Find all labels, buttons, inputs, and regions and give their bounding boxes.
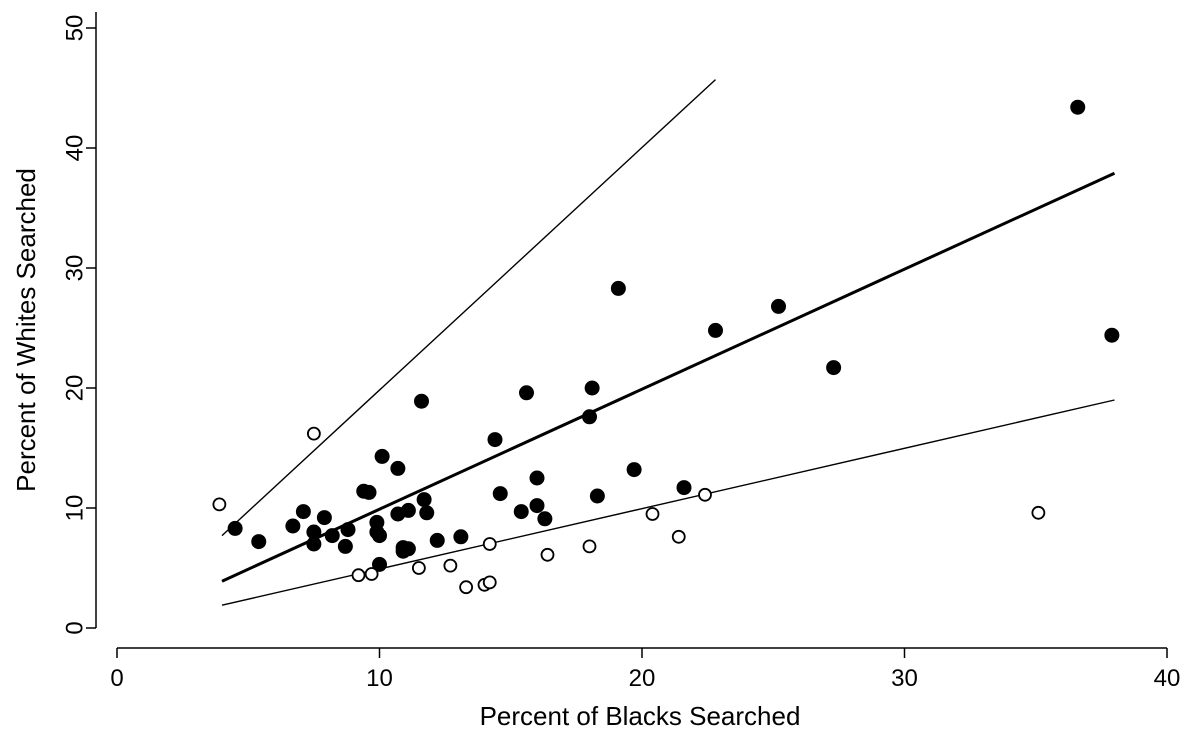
data-point-filled: [400, 502, 416, 518]
data-point-hollow: [582, 539, 597, 554]
data-point-filled: [529, 498, 545, 514]
data-point-filled: [414, 393, 429, 409]
data-point-hollow: [482, 537, 497, 551]
y-tick-label: 40: [61, 135, 88, 162]
data-point-filled: [529, 470, 545, 486]
data-point-filled: [513, 504, 529, 520]
data-points: [212, 99, 1120, 595]
data-point-filled: [1104, 327, 1120, 343]
data-point-filled: [372, 556, 387, 572]
data-point-filled: [340, 522, 356, 538]
fit-line-thin: [221, 79, 716, 537]
data-point-hollow: [364, 567, 379, 581]
data-point-hollow: [482, 575, 497, 590]
data-point-filled: [492, 486, 508, 502]
x-axis: 0 10 20 30 40: [110, 647, 1181, 692]
x-tick-label: 10: [366, 665, 393, 692]
data-point-filled: [582, 409, 597, 425]
data-point-filled: [295, 504, 311, 520]
x-tick-label: 30: [891, 665, 918, 692]
data-point-filled: [306, 536, 322, 552]
x-tick-label: 20: [629, 665, 656, 692]
data-point-hollow: [1031, 505, 1046, 520]
data-point-filled: [519, 385, 534, 401]
y-axis-title: Percent of Whites Searched: [11, 168, 41, 492]
data-point-filled: [537, 511, 553, 527]
x-tick-label: 0: [110, 665, 123, 692]
fit-line-thick: [221, 171, 1116, 583]
y-tick-label: 30: [61, 255, 88, 282]
data-point-filled: [324, 528, 340, 544]
y-tick-label: 20: [61, 375, 88, 402]
data-point-filled: [372, 528, 387, 544]
y-tick-label: 50: [61, 15, 88, 42]
x-tick-label: 40: [1154, 665, 1181, 692]
data-point-hollow: [459, 580, 474, 595]
data-point-filled: [337, 538, 353, 554]
x-axis-title: Percent of Blacks Searched: [480, 701, 801, 731]
data-point-filled: [1070, 99, 1086, 115]
y-axis: 0 10 20 30 40 50: [61, 12, 97, 635]
data-point-filled: [316, 510, 332, 526]
data-point-hollow: [306, 426, 321, 441]
data-point-filled: [453, 529, 469, 545]
data-point-filled: [390, 460, 406, 476]
data-point-hollow: [411, 561, 426, 575]
data-point-filled: [416, 492, 432, 508]
data-point-filled: [374, 448, 390, 464]
data-point-filled: [227, 520, 243, 536]
data-point-filled: [400, 541, 416, 557]
data-point-filled: [361, 484, 377, 500]
data-point-filled: [676, 480, 692, 496]
data-point-filled: [626, 462, 642, 478]
y-tick-label: 0: [61, 621, 88, 634]
data-point-filled: [419, 505, 435, 521]
data-point-filled: [285, 518, 301, 534]
data-point-hollow: [671, 529, 686, 544]
data-point-filled: [589, 488, 605, 504]
data-point-hollow: [212, 497, 227, 512]
data-point-hollow: [540, 547, 555, 562]
data-point-filled: [251, 534, 267, 550]
data-point-filled: [771, 298, 786, 314]
data-point-filled: [610, 280, 626, 296]
data-point-filled: [584, 380, 600, 396]
fit-lines: [221, 79, 1116, 606]
data-point-hollow: [645, 507, 660, 521]
data-point-hollow: [443, 558, 458, 573]
data-point-hollow: [698, 487, 712, 502]
data-point-filled: [429, 532, 445, 548]
data-point-hollow: [351, 568, 366, 583]
y-tick-label: 10: [61, 495, 88, 522]
data-point-filled: [826, 360, 842, 376]
data-point-filled: [487, 432, 503, 448]
data-point-filled: [708, 322, 723, 338]
